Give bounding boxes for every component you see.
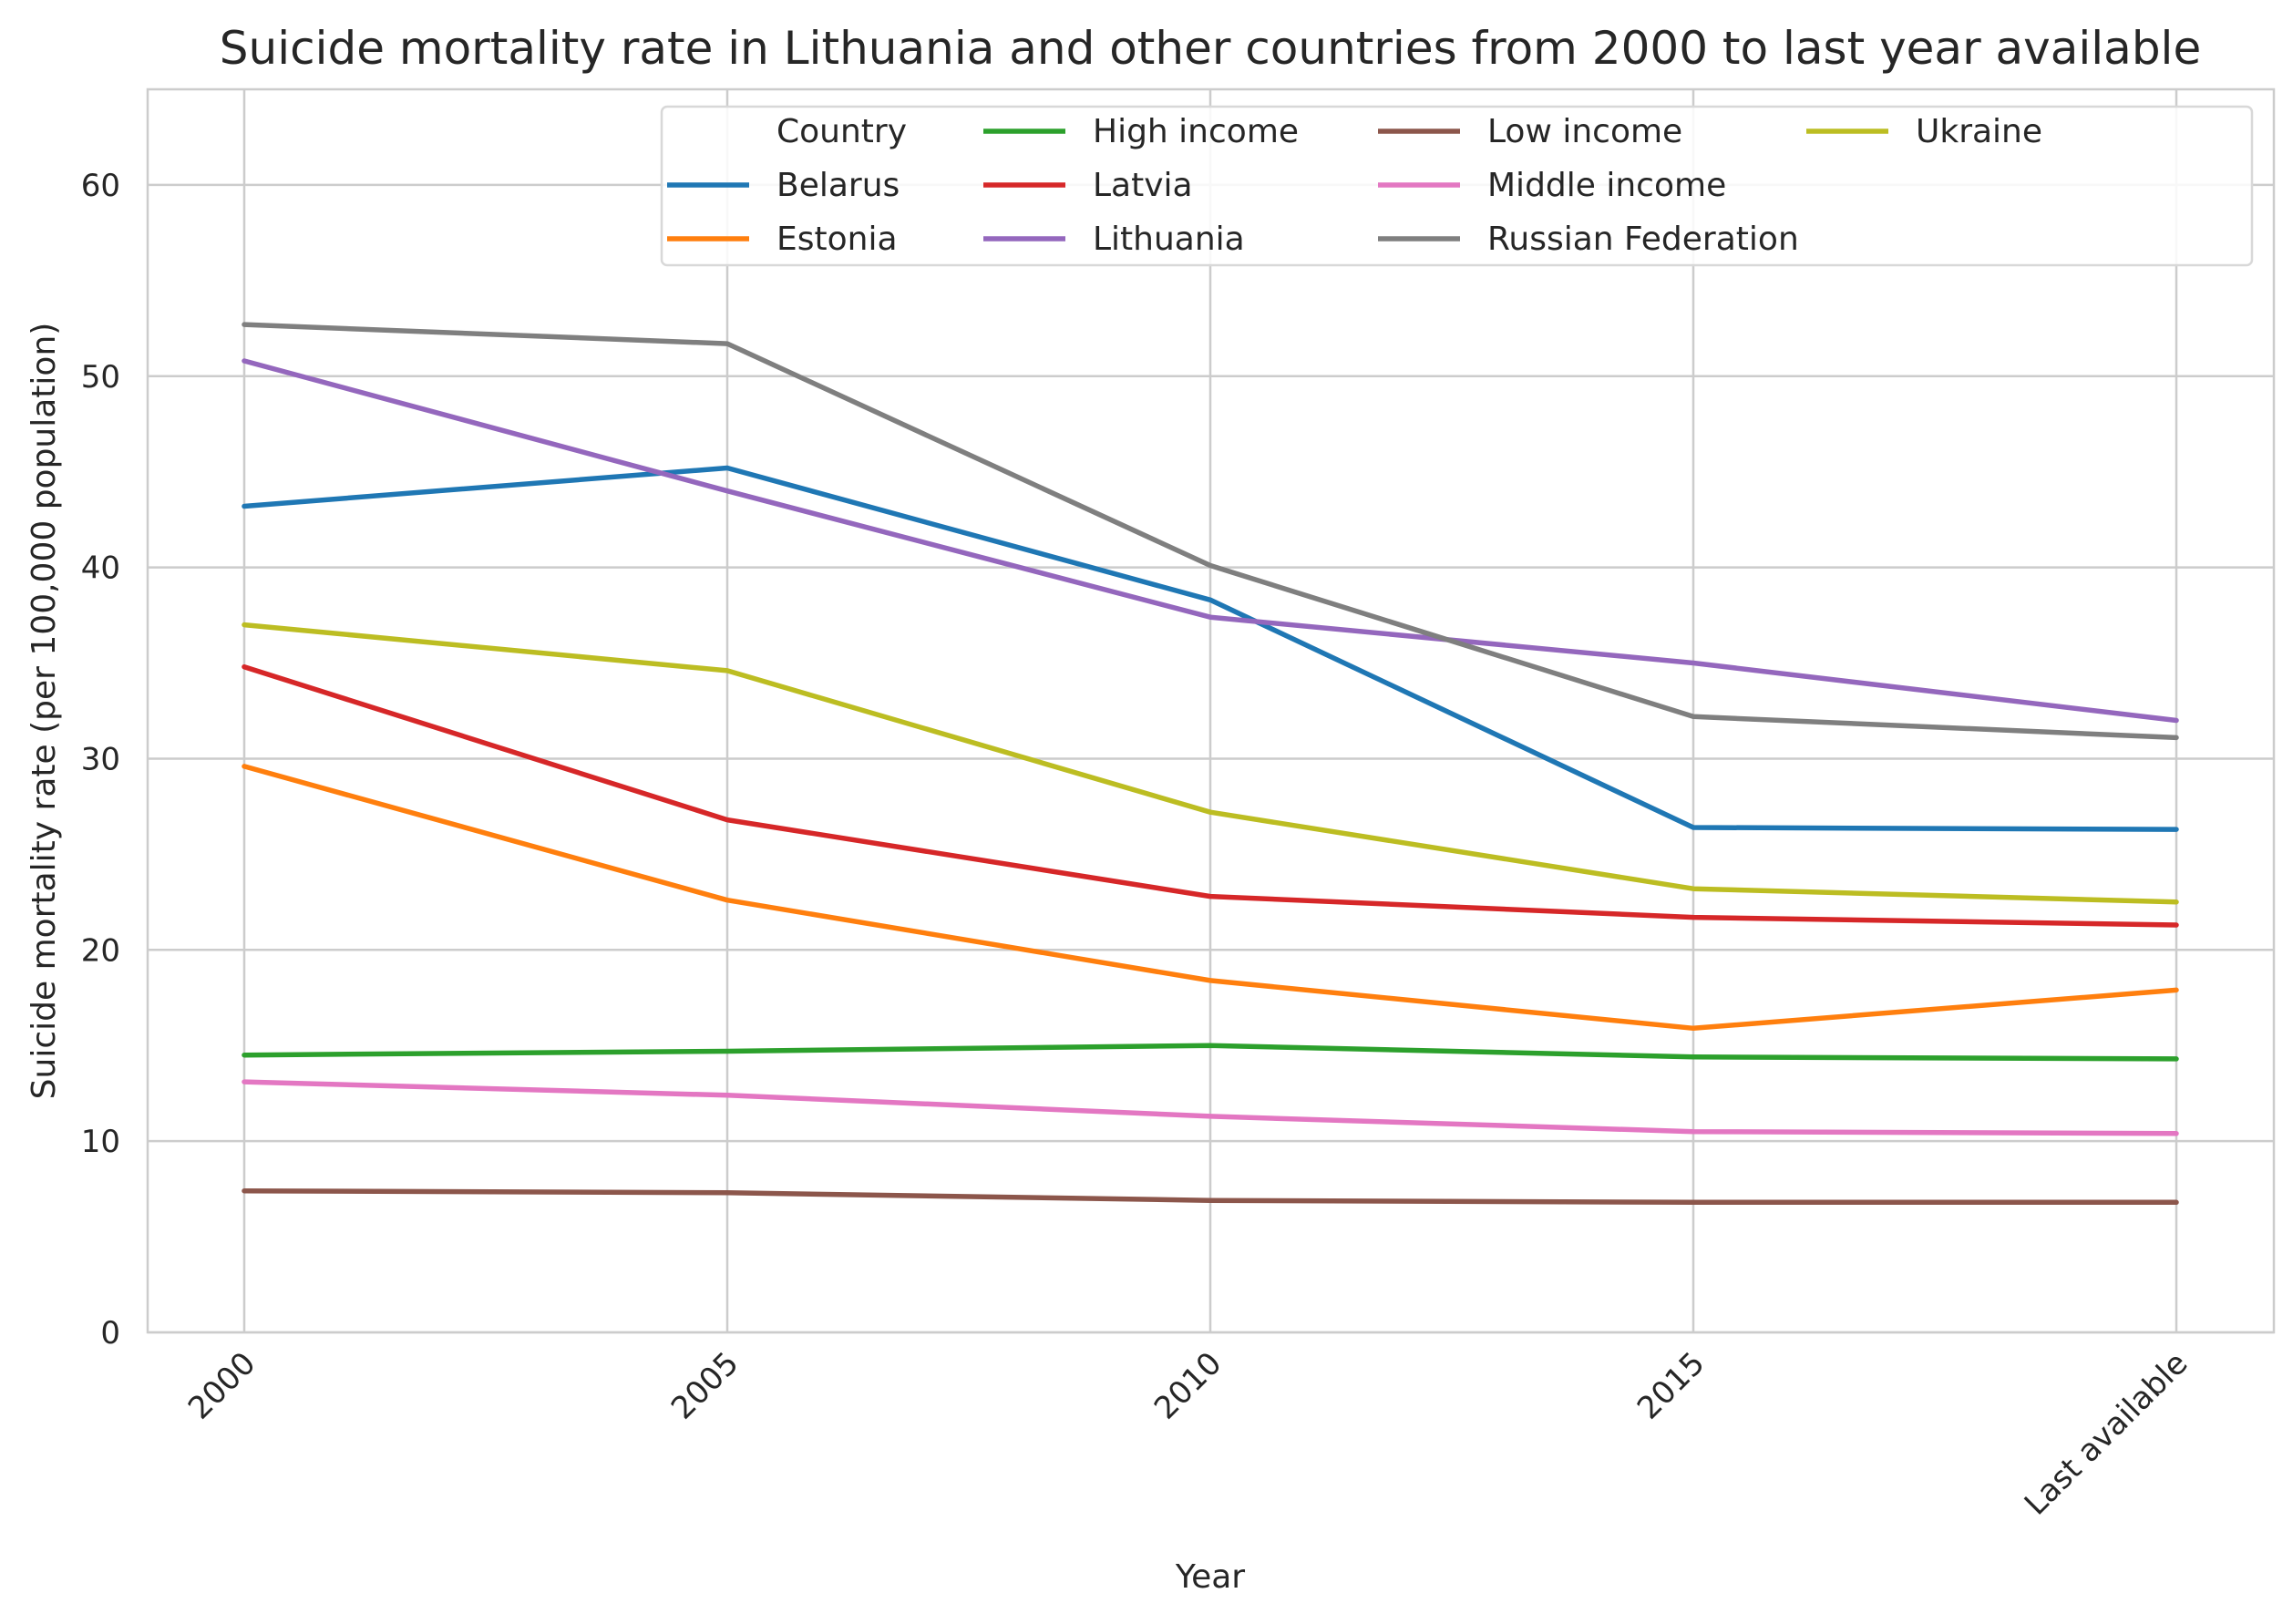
series-line-low-income — [242, 1187, 2179, 1206]
tick-layer: 0 10 20 30 40 50 60 2000 2005 2010 2015 Last availa… — [81, 168, 2195, 1523]
x-tick-label: 2010 — [1147, 1345, 1229, 1426]
y-tick-label: 30 — [81, 741, 120, 777]
series-line-ukraine — [242, 622, 2179, 905]
series-line-middle-income — [242, 1079, 2179, 1136]
chart-title: Suicide mortality rate in Lithuania and … — [220, 22, 2201, 75]
legend-label: Belarus — [776, 167, 900, 204]
series-line-estonia — [242, 764, 2179, 1032]
x-tick-label: 2015 — [1630, 1345, 1712, 1426]
legend-label: High income — [1093, 113, 1299, 150]
series-line-belarus — [242, 465, 2179, 832]
series-line-latvia — [242, 663, 2179, 928]
y-tick-label: 50 — [81, 359, 120, 396]
series-line-lithuania — [242, 358, 2179, 724]
grid-layer — [148, 89, 2274, 1334]
series-line-russian-federation — [242, 322, 2179, 741]
legend-label: Ukraine — [1916, 113, 2042, 150]
x-tick-label: Last available — [2018, 1345, 2195, 1523]
x-tick-label: 2005 — [664, 1345, 745, 1426]
legend-label: Russian Federation — [1487, 221, 1799, 258]
y-tick-label: 20 — [81, 932, 120, 969]
legend-title: Country — [776, 113, 907, 150]
legend-label: Latvia — [1093, 167, 1193, 204]
legend: Country Belarus Estonia High income Latvia L… — [660, 105, 2254, 267]
legend-label: Low income — [1487, 113, 1682, 150]
plot-frame — [146, 87, 2276, 1334]
x-tick-label: 2000 — [181, 1345, 262, 1426]
series-line-high-income — [242, 1043, 2179, 1062]
x-axis-label: Year — [1175, 1558, 1245, 1596]
y-tick-label: 10 — [81, 1124, 120, 1160]
y-tick-label: 40 — [81, 550, 120, 587]
y-tick-label: 60 — [81, 168, 120, 204]
legend-label: Middle income — [1487, 167, 1726, 204]
series-layer — [242, 322, 2179, 1206]
y-axis-label: Suicide mortality rate (per 100,000 popu… — [26, 323, 63, 1100]
y-tick-label: 0 — [100, 1315, 120, 1352]
legend-label: Lithuania — [1093, 221, 1245, 258]
legend-label: Estonia — [776, 221, 898, 258]
